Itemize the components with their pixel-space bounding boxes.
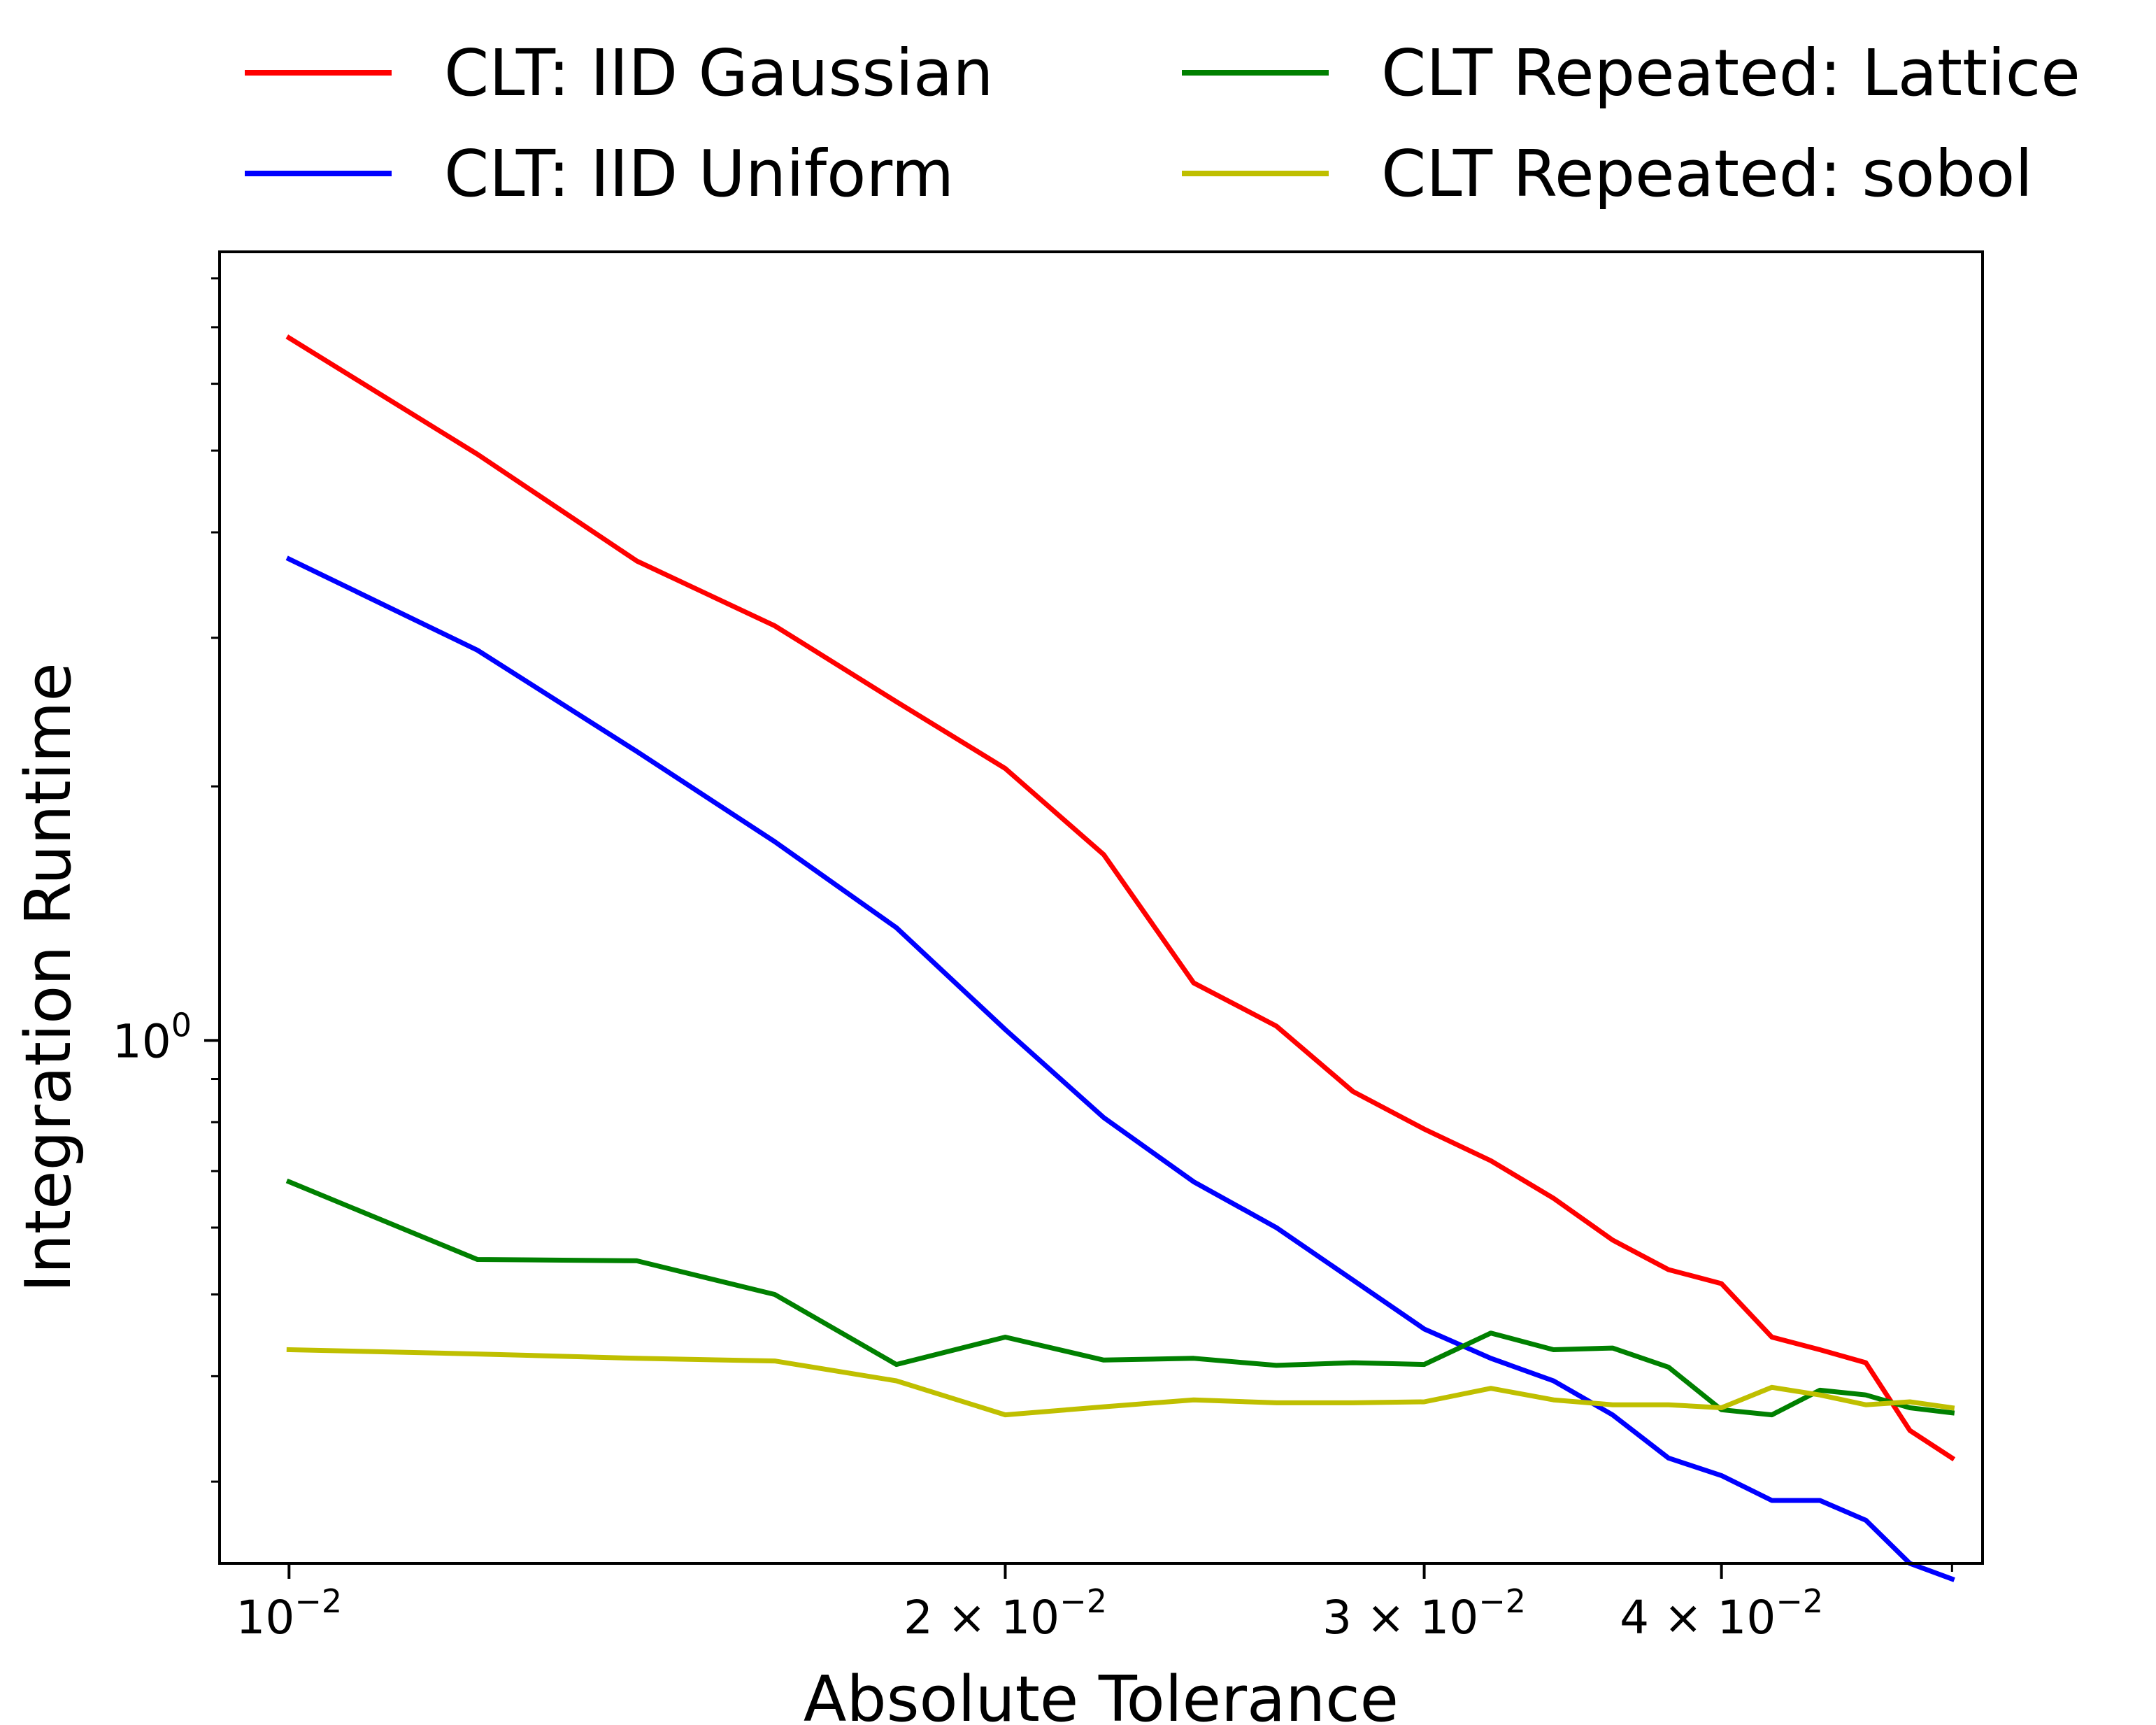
legend-label-4: CLT Repeated: sobol	[1381, 136, 2033, 211]
y-tick-label-exponent: 0	[171, 1006, 192, 1044]
y-tick-label-base: 10	[113, 1014, 171, 1068]
legend-label-3: CLT Repeated: Lattice	[1381, 36, 2080, 111]
plot-area-frame	[218, 250, 1984, 1565]
series-lines	[285, 334, 1956, 1582]
x-tick-label: 3 × 10−2	[1322, 1582, 1526, 1645]
legend-label-2: CLT: IID Uniform	[444, 136, 954, 211]
x-tick-label-exponent: −2	[1478, 1582, 1526, 1620]
x-tick-label-exponent: −2	[294, 1582, 342, 1620]
x-tick-label-base: 2 × 10	[904, 1591, 1059, 1645]
x-tick-label: 10−2	[236, 1582, 342, 1645]
x-axis-ticks: 10−2 2 × 10−2 3 × 10−2 4 × 10−2	[236, 1563, 1953, 1645]
x-tick-label: 2 × 10−2	[904, 1582, 1107, 1645]
legend: CLT: IID Gaussian CLT: IID Uniform CLT Rep…	[245, 36, 2080, 211]
x-tick-label-exponent: −2	[1776, 1582, 1823, 1620]
x-tick-label-exponent: −2	[1059, 1582, 1107, 1620]
x-tick-label: 4 × 10−2	[1620, 1582, 1823, 1645]
x-tick-label-base: 3 × 10	[1322, 1591, 1478, 1645]
x-tick-label-base: 4 × 10	[1620, 1591, 1776, 1645]
y-axis-ticks: 100	[113, 277, 220, 1483]
x-axis-label: Absolute Tolerance	[804, 1663, 1399, 1725]
series-line-4	[286, 1347, 1955, 1418]
legend-label-1: CLT: IID Gaussian	[444, 36, 994, 111]
x-tick-label-base: 10	[236, 1591, 294, 1645]
y-axis-label: Integration Runtime	[12, 662, 85, 1292]
series-line-3	[285, 1178, 1955, 1418]
y-tick-label: 100	[113, 1006, 192, 1068]
series-line-1	[285, 334, 1956, 1462]
series-line-2	[285, 555, 1955, 1582]
